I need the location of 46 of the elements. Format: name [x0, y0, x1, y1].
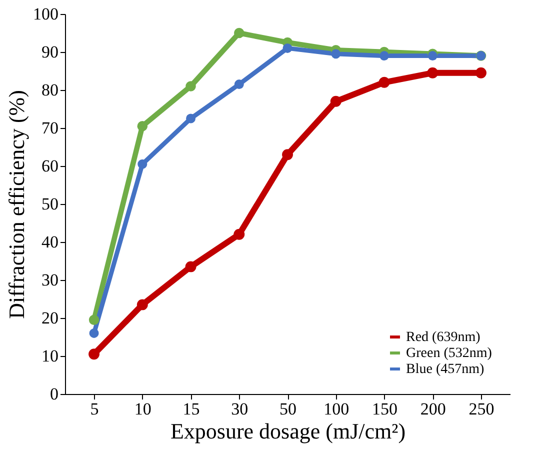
- x-tick-label: 30: [231, 400, 248, 418]
- point: [186, 81, 196, 92]
- y-tick-label: 20: [42, 308, 58, 328]
- x-tick-label: 250: [468, 400, 494, 418]
- point: [234, 228, 245, 240]
- point: [428, 51, 438, 61]
- point: [186, 114, 196, 124]
- point: [138, 159, 148, 169]
- point: [137, 120, 148, 132]
- point: [379, 51, 389, 61]
- y-tick-label: 100: [33, 4, 58, 24]
- point: [234, 80, 244, 90]
- x-tick-label: 15: [182, 400, 200, 418]
- point: [136, 299, 148, 310]
- legend-label: Green (532nm): [406, 346, 492, 361]
- y-tick-label: 30: [42, 270, 58, 290]
- x-axis-title: Exposure dosage (mJ/cm²): [170, 418, 406, 444]
- y-tick-label: 0: [50, 384, 58, 404]
- point: [185, 261, 196, 272]
- point: [282, 43, 292, 53]
- legend-label: Red (639nm): [406, 330, 481, 345]
- y-axis-title: Diffraction efficiency (%): [4, 90, 29, 319]
- point: [282, 149, 293, 160]
- y-tick-label: 90: [42, 42, 58, 62]
- x-tick-label: 200: [420, 400, 446, 418]
- y-tick-label: 60: [42, 156, 58, 176]
- point: [476, 67, 486, 78]
- x-tick-label: 100: [324, 400, 350, 418]
- point: [88, 314, 100, 326]
- x-tick-label: 150: [372, 400, 398, 418]
- y-tick-label: 40: [42, 232, 58, 252]
- point: [89, 328, 99, 338]
- point: [330, 96, 342, 107]
- legend-label: Blue (457nm): [406, 362, 484, 377]
- point: [331, 49, 341, 59]
- x-tick-label: 10: [134, 400, 152, 418]
- point: [88, 348, 100, 360]
- point: [378, 76, 390, 88]
- x-tick-label: 5: [90, 400, 99, 418]
- y-tick-label: 80: [42, 80, 58, 100]
- point: [427, 67, 438, 78]
- y-tick-label: 70: [42, 118, 58, 138]
- y-tick-label: 50: [42, 194, 58, 214]
- x-tick-label: 50: [280, 400, 296, 418]
- y-tick-label: 10: [42, 346, 58, 366]
- point: [234, 28, 244, 38]
